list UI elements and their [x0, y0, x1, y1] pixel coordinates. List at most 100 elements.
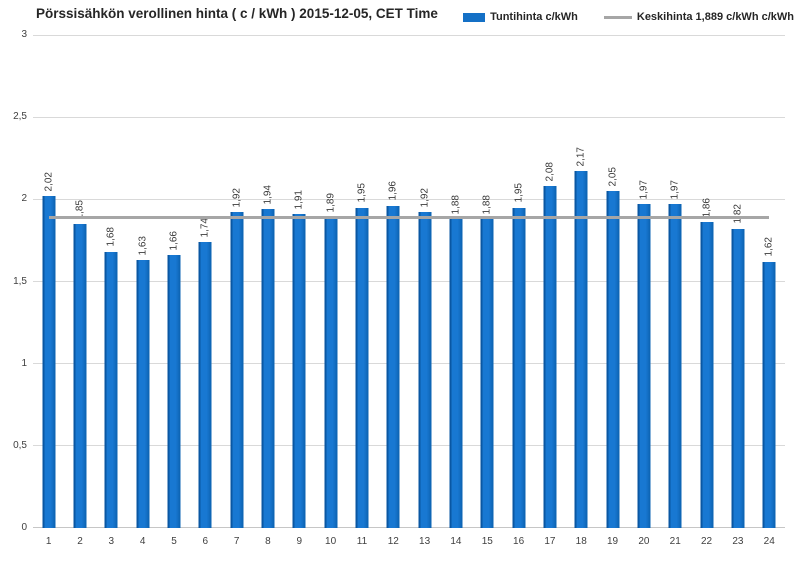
bar-value-label: 1,94	[262, 184, 274, 205]
bar-slot: 2,08 17	[534, 35, 565, 547]
chart-legend: Tuntihinta c/kWh Keskihinta 1,889 c/kWh …	[463, 11, 794, 23]
x-axis-tick-label: 3	[108, 536, 115, 547]
bar-value-label: 1,88	[450, 194, 462, 215]
bar-slot: 1,95 11	[346, 35, 377, 547]
bar-slot: 1,95 16	[503, 35, 534, 547]
bar-value-label: 1,86	[701, 197, 713, 218]
bar	[700, 222, 714, 528]
bar	[167, 255, 181, 528]
bar	[42, 196, 56, 528]
bar-slot: 1,94 8	[252, 35, 283, 547]
bar-slot: 2,05 19	[597, 35, 628, 547]
gridline	[33, 363, 785, 365]
bar	[198, 242, 212, 528]
bar-slot: 1,92 13	[409, 35, 440, 547]
x-axis-tick-label: 2	[77, 536, 83, 547]
bar-slot: 1,97 21	[660, 35, 691, 547]
x-axis-tick-label: 9	[296, 536, 303, 547]
bar-value-label: 2,02	[43, 171, 55, 192]
bar-slot: 1,92 7	[221, 35, 252, 547]
x-axis-tick-label: 13	[419, 536, 431, 547]
bar-slot: 1,97 20	[628, 35, 659, 547]
y-axis-tick-label: 0,5	[13, 439, 27, 451]
x-axis-tick-label: 14	[450, 536, 462, 547]
bar	[637, 204, 651, 528]
x-axis-tick-label: 15	[481, 536, 493, 547]
x-axis-tick-label: 22	[700, 536, 713, 547]
bar-slot: 1,96 12	[378, 35, 409, 547]
bar-value-label: 1,97	[638, 179, 650, 200]
x-axis-tick-label: 7	[233, 536, 240, 547]
x-axis-tick-label: 1	[45, 536, 52, 547]
x-axis-tick-label: 17	[544, 536, 556, 547]
gridline	[33, 445, 785, 447]
x-axis-tick-label: 10	[325, 536, 337, 547]
bar-value-label: 1,74	[199, 217, 211, 238]
bar-value-label: 1,91	[293, 189, 305, 210]
y-axis-tick-label: 2	[21, 193, 27, 205]
bar-value-label: 1,63	[137, 235, 149, 256]
x-axis-tick-label: 6	[202, 536, 209, 547]
bar-value-label: 1,95	[356, 183, 368, 203]
bar	[606, 191, 620, 528]
bar-value-label: 1,82	[732, 204, 744, 224]
y-axis-tick-label: 1,5	[13, 275, 27, 287]
bar-value-label: 1,89	[325, 192, 337, 213]
bar	[762, 261, 776, 528]
bar	[449, 219, 463, 528]
bar	[512, 207, 526, 528]
bar-slot: 2,17 18	[566, 35, 597, 547]
bar-value-label: 2,17	[575, 146, 587, 167]
bar-slot: 1,63 4	[127, 35, 158, 547]
gridline	[33, 281, 785, 282]
x-axis-tick-label: 19	[607, 536, 619, 547]
bar-slot: 1,74 6	[190, 35, 221, 547]
gridline	[33, 198, 785, 200]
bar	[386, 205, 400, 528]
y-axis-tick-label: 3	[21, 29, 27, 40]
average-line	[48, 216, 770, 220]
bar-slot: 1,89 10	[315, 35, 346, 547]
plot-area: 2,02 1 1,85 2 1,68 3 1,63 4 1,66 5 1,74 6 1,92 7 1,94 8…	[13, 30, 785, 547]
bar-value-label: 1,88	[481, 194, 493, 215]
bar-value-label: 1,96	[387, 181, 399, 201]
bar-slot: 1,85 2	[64, 35, 95, 547]
x-axis-tick-label: 12	[387, 536, 399, 547]
bar-slot: 1,68 3	[96, 35, 127, 547]
bar-slot: 1,88 15	[472, 35, 503, 547]
x-axis-tick-label: 20	[638, 536, 650, 547]
bar	[104, 251, 118, 528]
bar-slot: 1,91 9	[284, 35, 315, 547]
bar-value-label: 2,05	[607, 166, 619, 187]
bar	[574, 171, 588, 528]
bar-slot: 1,86 22	[691, 35, 722, 547]
x-axis-tick-label: 4	[139, 536, 146, 547]
bar-value-label: 2,08	[544, 161, 556, 182]
bar	[543, 186, 557, 528]
bar-slot: 1,82 23	[722, 35, 753, 547]
bar-value-label: 1,62	[763, 237, 775, 257]
bar	[668, 204, 682, 528]
x-axis-tick-label: 18	[575, 536, 587, 547]
bar-value-label: 1,95	[513, 183, 525, 203]
bar	[731, 228, 745, 528]
x-axis-tick-label: 11	[356, 536, 368, 547]
bar-slot: 1,88 14	[440, 35, 471, 547]
bar	[136, 260, 150, 528]
x-axis-line	[33, 527, 785, 528]
x-axis-tick-label: 24	[763, 536, 775, 547]
y-axis-tick-label: 0	[21, 522, 27, 533]
bar	[292, 214, 306, 528]
legend-label-hourly-price: Tuntihinta c/kWh	[490, 11, 578, 23]
bar	[261, 209, 275, 528]
bar	[324, 217, 338, 528]
bar	[355, 207, 369, 528]
bar-series-swatch-icon	[463, 12, 486, 22]
x-axis-tick-label: 8	[265, 536, 271, 547]
gridline	[33, 116, 785, 118]
bar-slot: 1,66 5	[158, 35, 189, 547]
x-axis-tick-label: 21	[669, 536, 681, 547]
bar-slot: 2,02 1	[33, 35, 64, 547]
x-axis-tick-label: 16	[513, 536, 525, 547]
x-axis-tick-label: 23	[732, 536, 744, 547]
